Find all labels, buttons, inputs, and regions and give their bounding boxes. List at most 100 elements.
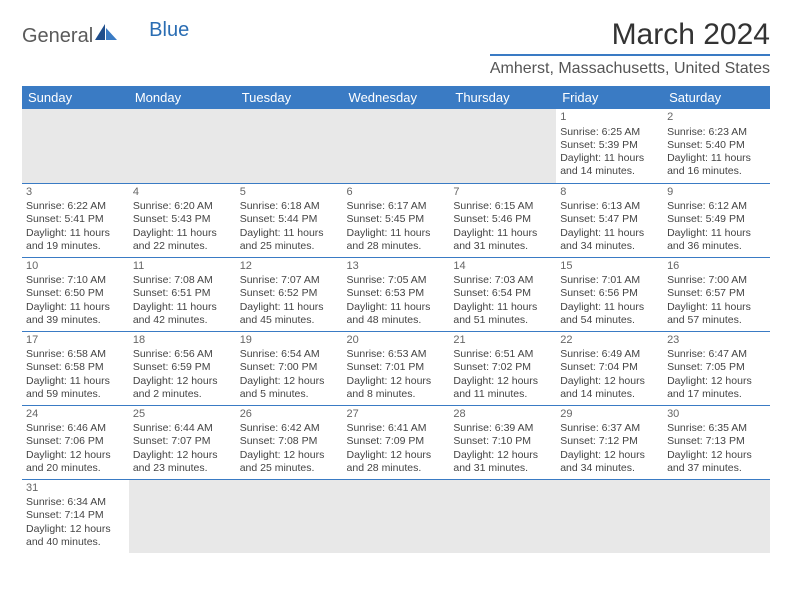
col-friday: Friday bbox=[556, 86, 663, 109]
week-row: 31Sunrise: 6:34 AMSunset: 7:14 PMDayligh… bbox=[22, 479, 770, 553]
day-number: 17 bbox=[26, 334, 125, 348]
sunset-text: Sunset: 5:43 PM bbox=[133, 213, 232, 226]
daylight-text-2: and 28 minutes. bbox=[347, 462, 446, 475]
logo-text-general: General bbox=[22, 25, 93, 48]
sunset-text: Sunset: 7:06 PM bbox=[26, 435, 125, 448]
day-number: 27 bbox=[347, 408, 446, 422]
day-number: 20 bbox=[347, 334, 446, 348]
day-cell bbox=[236, 479, 343, 553]
day-number: 14 bbox=[453, 260, 552, 274]
day-cell: 22Sunrise: 6:49 AMSunset: 7:04 PMDayligh… bbox=[556, 331, 663, 405]
daylight-text-2: and 23 minutes. bbox=[133, 462, 232, 475]
daylight-text-1: Daylight: 12 hours bbox=[347, 449, 446, 462]
week-row: 10Sunrise: 7:10 AMSunset: 6:50 PMDayligh… bbox=[22, 257, 770, 331]
sunset-text: Sunset: 5:46 PM bbox=[453, 213, 552, 226]
day-cell: 29Sunrise: 6:37 AMSunset: 7:12 PMDayligh… bbox=[556, 405, 663, 479]
week-row: 24Sunrise: 6:46 AMSunset: 7:06 PMDayligh… bbox=[22, 405, 770, 479]
daylight-text-1: Daylight: 11 hours bbox=[133, 301, 232, 314]
sunrise-text: Sunrise: 7:08 AM bbox=[133, 274, 232, 287]
sunset-text: Sunset: 5:47 PM bbox=[560, 213, 659, 226]
day-number: 7 bbox=[453, 186, 552, 200]
sunset-text: Sunset: 6:56 PM bbox=[560, 287, 659, 300]
daylight-text-2: and 25 minutes. bbox=[240, 240, 339, 253]
daylight-text-2: and 19 minutes. bbox=[26, 240, 125, 253]
daylight-text-1: Daylight: 11 hours bbox=[240, 301, 339, 314]
col-tuesday: Tuesday bbox=[236, 86, 343, 109]
daylight-text-1: Daylight: 11 hours bbox=[560, 227, 659, 240]
day-number: 4 bbox=[133, 186, 232, 200]
day-cell: 27Sunrise: 6:41 AMSunset: 7:09 PMDayligh… bbox=[343, 405, 450, 479]
day-number: 9 bbox=[667, 186, 766, 200]
daylight-text-2: and 48 minutes. bbox=[347, 314, 446, 327]
sunrise-text: Sunrise: 7:03 AM bbox=[453, 274, 552, 287]
daylight-text-1: Daylight: 12 hours bbox=[560, 449, 659, 462]
daylight-text-2: and 28 minutes. bbox=[347, 240, 446, 253]
day-cell: 23Sunrise: 6:47 AMSunset: 7:05 PMDayligh… bbox=[663, 331, 770, 405]
sunrise-text: Sunrise: 6:35 AM bbox=[667, 422, 766, 435]
col-wednesday: Wednesday bbox=[343, 86, 450, 109]
day-number: 1 bbox=[560, 111, 659, 125]
day-cell bbox=[22, 109, 129, 183]
daylight-text-2: and 31 minutes. bbox=[453, 240, 552, 253]
daylight-text-1: Daylight: 12 hours bbox=[667, 375, 766, 388]
daylight-text-2: and 5 minutes. bbox=[240, 388, 339, 401]
day-cell: 9Sunrise: 6:12 AMSunset: 5:49 PMDaylight… bbox=[663, 183, 770, 257]
sunset-text: Sunset: 7:00 PM bbox=[240, 361, 339, 374]
sunset-text: Sunset: 6:52 PM bbox=[240, 287, 339, 300]
day-cell: 24Sunrise: 6:46 AMSunset: 7:06 PMDayligh… bbox=[22, 405, 129, 479]
sunset-text: Sunset: 7:04 PM bbox=[560, 361, 659, 374]
day-number: 25 bbox=[133, 408, 232, 422]
sunrise-text: Sunrise: 6:51 AM bbox=[453, 348, 552, 361]
day-number: 28 bbox=[453, 408, 552, 422]
day-number: 18 bbox=[133, 334, 232, 348]
day-number: 29 bbox=[560, 408, 659, 422]
sunset-text: Sunset: 5:41 PM bbox=[26, 213, 125, 226]
daylight-text-1: Daylight: 12 hours bbox=[26, 523, 125, 536]
sunset-text: Sunset: 6:51 PM bbox=[133, 287, 232, 300]
header: General Blue March 2024 Amherst, Massach… bbox=[22, 18, 770, 78]
daylight-text-2: and 14 minutes. bbox=[560, 388, 659, 401]
day-cell: 1Sunrise: 6:25 AMSunset: 5:39 PMDaylight… bbox=[556, 109, 663, 183]
day-cell: 7Sunrise: 6:15 AMSunset: 5:46 PMDaylight… bbox=[449, 183, 556, 257]
day-number: 8 bbox=[560, 186, 659, 200]
day-cell bbox=[556, 479, 663, 553]
sunset-text: Sunset: 5:39 PM bbox=[560, 139, 659, 152]
sunset-text: Sunset: 6:58 PM bbox=[26, 361, 125, 374]
daylight-text-2: and 16 minutes. bbox=[667, 165, 766, 178]
sunrise-text: Sunrise: 6:37 AM bbox=[560, 422, 659, 435]
logo-sail-icon bbox=[95, 24, 117, 47]
sunset-text: Sunset: 7:14 PM bbox=[26, 509, 125, 522]
day-number: 31 bbox=[26, 482, 125, 496]
day-cell bbox=[449, 109, 556, 183]
day-cell: 5Sunrise: 6:18 AMSunset: 5:44 PMDaylight… bbox=[236, 183, 343, 257]
daylight-text-1: Daylight: 12 hours bbox=[347, 375, 446, 388]
day-cell: 28Sunrise: 6:39 AMSunset: 7:10 PMDayligh… bbox=[449, 405, 556, 479]
daylight-text-2: and 17 minutes. bbox=[667, 388, 766, 401]
sunset-text: Sunset: 5:45 PM bbox=[347, 213, 446, 226]
day-number: 16 bbox=[667, 260, 766, 274]
sunrise-text: Sunrise: 6:22 AM bbox=[26, 200, 125, 213]
week-row: 1Sunrise: 6:25 AMSunset: 5:39 PMDaylight… bbox=[22, 109, 770, 183]
sunrise-text: Sunrise: 6:18 AM bbox=[240, 200, 339, 213]
daylight-text-2: and 25 minutes. bbox=[240, 462, 339, 475]
day-number: 30 bbox=[667, 408, 766, 422]
sunrise-text: Sunrise: 7:01 AM bbox=[560, 274, 659, 287]
day-cell: 17Sunrise: 6:58 AMSunset: 6:58 PMDayligh… bbox=[22, 331, 129, 405]
day-cell: 14Sunrise: 7:03 AMSunset: 6:54 PMDayligh… bbox=[449, 257, 556, 331]
sunrise-text: Sunrise: 6:44 AM bbox=[133, 422, 232, 435]
daylight-text-2: and 42 minutes. bbox=[133, 314, 232, 327]
daylight-text-2: and 34 minutes. bbox=[560, 240, 659, 253]
sunrise-text: Sunrise: 6:34 AM bbox=[26, 496, 125, 509]
daylight-text-2: and 54 minutes. bbox=[560, 314, 659, 327]
col-monday: Monday bbox=[129, 86, 236, 109]
title-block: March 2024 Amherst, Massachusetts, Unite… bbox=[490, 18, 770, 78]
day-number: 19 bbox=[240, 334, 339, 348]
daylight-text-2: and 20 minutes. bbox=[26, 462, 125, 475]
daylight-text-1: Daylight: 12 hours bbox=[26, 449, 125, 462]
daylight-text-1: Daylight: 11 hours bbox=[240, 227, 339, 240]
day-number: 6 bbox=[347, 186, 446, 200]
daylight-text-2: and 36 minutes. bbox=[667, 240, 766, 253]
day-cell: 3Sunrise: 6:22 AMSunset: 5:41 PMDaylight… bbox=[22, 183, 129, 257]
sunrise-text: Sunrise: 7:07 AM bbox=[240, 274, 339, 287]
day-number: 22 bbox=[560, 334, 659, 348]
